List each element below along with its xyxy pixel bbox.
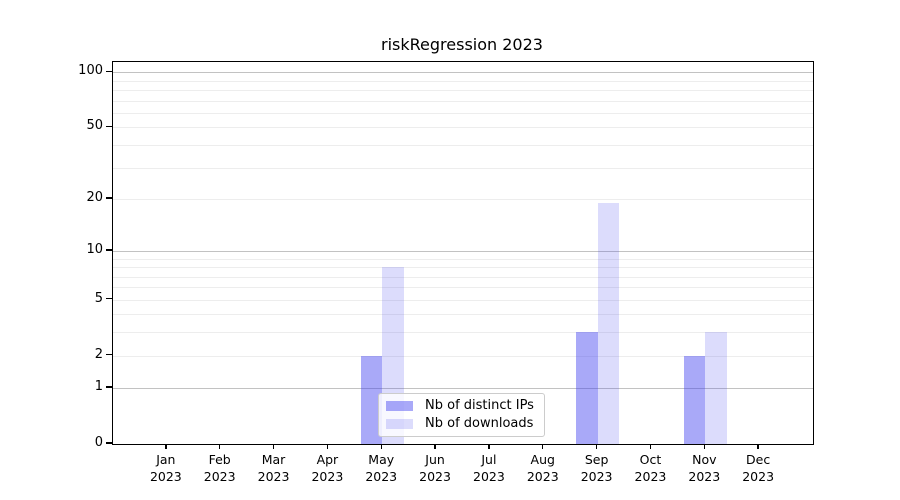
bar-nb-of-downloads-Sep [597, 202, 620, 444]
chart-title: riskRegression 2023 [381, 35, 543, 54]
gridline-minor-2 [113, 355, 813, 357]
gridline-minor-7 [113, 276, 813, 278]
x-tick-label-oct: Oct 2023 [619, 452, 681, 485]
x-label-year: 2023 [634, 468, 667, 484]
x-tick-oct [649, 444, 652, 450]
bar-nb-of-distinct-ips-Nov [683, 355, 706, 444]
x-tick-label-may: May 2023 [350, 452, 412, 485]
y-tick-5 [106, 298, 112, 300]
y-tick-10 [106, 249, 112, 251]
bar-nb-of-downloads-Nov [705, 332, 727, 444]
x-label-month: Dec [746, 452, 771, 467]
x-tick-label-jun: Jun 2023 [404, 452, 466, 485]
x-label-year: 2023 [473, 468, 505, 484]
gridline-major-1 [113, 388, 813, 390]
gridline-minor-90 [113, 80, 813, 82]
x-tick-may [380, 444, 382, 450]
legend-row-nb-of-distinct-ips: Nb of distinct IPs [386, 398, 536, 414]
x-tick-mar [272, 444, 275, 450]
x-label-year: 2023 [688, 468, 721, 484]
gridline-minor-5 [113, 299, 813, 301]
x-label-month: Mar [261, 452, 286, 467]
x-tick-label-jan: Jan 2023 [135, 452, 197, 485]
gridline-minor-80 [113, 90, 813, 92]
x-tick-jul [488, 444, 490, 450]
x-label-year: 2023 [203, 468, 236, 484]
x-tick-label-dec: Dec 2023 [727, 452, 789, 485]
y-tick-label-20: 20 [86, 189, 103, 205]
x-tick-sep [595, 444, 598, 450]
gridline-minor-40 [113, 145, 813, 147]
gridline-minor-3 [113, 332, 813, 334]
x-label-month: Feb [208, 452, 231, 467]
x-label-month: Jan [156, 452, 176, 467]
gridline-major-10 [113, 250, 813, 252]
x-tick-label-nov: Nov 2023 [673, 452, 735, 485]
gridline-minor-70 [113, 100, 813, 102]
x-tick-label-apr: Apr 2023 [296, 452, 358, 485]
legend: Nb of distinct IPs Nb of downloads [378, 393, 545, 437]
x-label-month: Sep [584, 452, 609, 467]
bar-nb-of-distinct-ips-Sep [576, 332, 598, 444]
x-tick-feb [218, 444, 221, 450]
y-tick-label-100: 100 [78, 63, 103, 79]
plot-area [112, 61, 814, 445]
x-label-month: Jul [481, 452, 497, 467]
x-label-year: 2023 [580, 468, 613, 484]
y-tick-label-0: 0 [94, 435, 103, 450]
x-tick-apr [326, 444, 329, 450]
x-tick-aug [542, 444, 544, 450]
x-tick-label-sep: Sep 2023 [566, 452, 628, 485]
gridline-minor-4 [113, 314, 813, 316]
x-label-year: 2023 [365, 468, 398, 484]
x-label-month: Oct [639, 452, 662, 467]
x-tick-jun [434, 444, 436, 450]
y-tick-label-5: 5 [94, 290, 103, 306]
gridline-minor-8 [113, 267, 813, 269]
x-tick-nov [703, 444, 705, 450]
legend-label: Nb of downloads [425, 415, 534, 431]
gridline-minor-6 [113, 287, 813, 289]
x-tick-label-aug: Aug 2023 [512, 452, 574, 485]
y-tick-label-1: 1 [94, 379, 103, 395]
y-tick-20 [106, 197, 112, 199]
x-label-month: Nov [692, 452, 717, 467]
gridline-minor-50 [113, 127, 813, 129]
y-tick-50 [106, 125, 112, 128]
x-tick-dec [757, 444, 759, 450]
x-label-year: 2023 [257, 468, 290, 484]
x-label-year: 2023 [419, 468, 451, 484]
x-label-year: 2023 [526, 468, 559, 484]
y-tick-label-50: 50 [86, 118, 103, 134]
gridline-major-100 [113, 72, 813, 74]
legend-swatch-icon [386, 401, 413, 412]
bar-nb-of-distinct-ips-May [360, 355, 383, 444]
x-tick-label-mar: Mar 2023 [243, 452, 305, 485]
y-tick-label-10: 10 [86, 241, 103, 257]
y-tick-label-2: 2 [94, 346, 103, 362]
x-label-month: Aug [530, 452, 555, 467]
x-tick-label-jul: Jul 2023 [458, 452, 520, 485]
y-tick-0 [106, 442, 112, 444]
legend-row-nb-of-downloads: Nb of downloads [386, 416, 536, 432]
x-tick-jan [165, 444, 167, 450]
x-label-month: Apr [316, 452, 339, 467]
x-label-year: 2023 [149, 468, 182, 484]
legend-swatch-icon [386, 418, 413, 429]
gridline-minor-9 [113, 258, 813, 260]
gridline-minor-20 [113, 198, 813, 200]
y-tick-1 [106, 386, 112, 388]
x-label-month: May [368, 452, 395, 467]
legend-label: Nb of distinct IPs [425, 398, 534, 414]
y-tick-2 [106, 353, 112, 356]
x-tick-label-feb: Feb 2023 [189, 452, 251, 485]
gridline-minor-60 [113, 113, 813, 115]
x-label-year: 2023 [311, 468, 344, 484]
gridline-minor-30 [113, 167, 813, 169]
x-label-month: Jun [425, 452, 445, 467]
y-tick-100 [106, 70, 112, 73]
x-label-year: 2023 [742, 468, 775, 484]
